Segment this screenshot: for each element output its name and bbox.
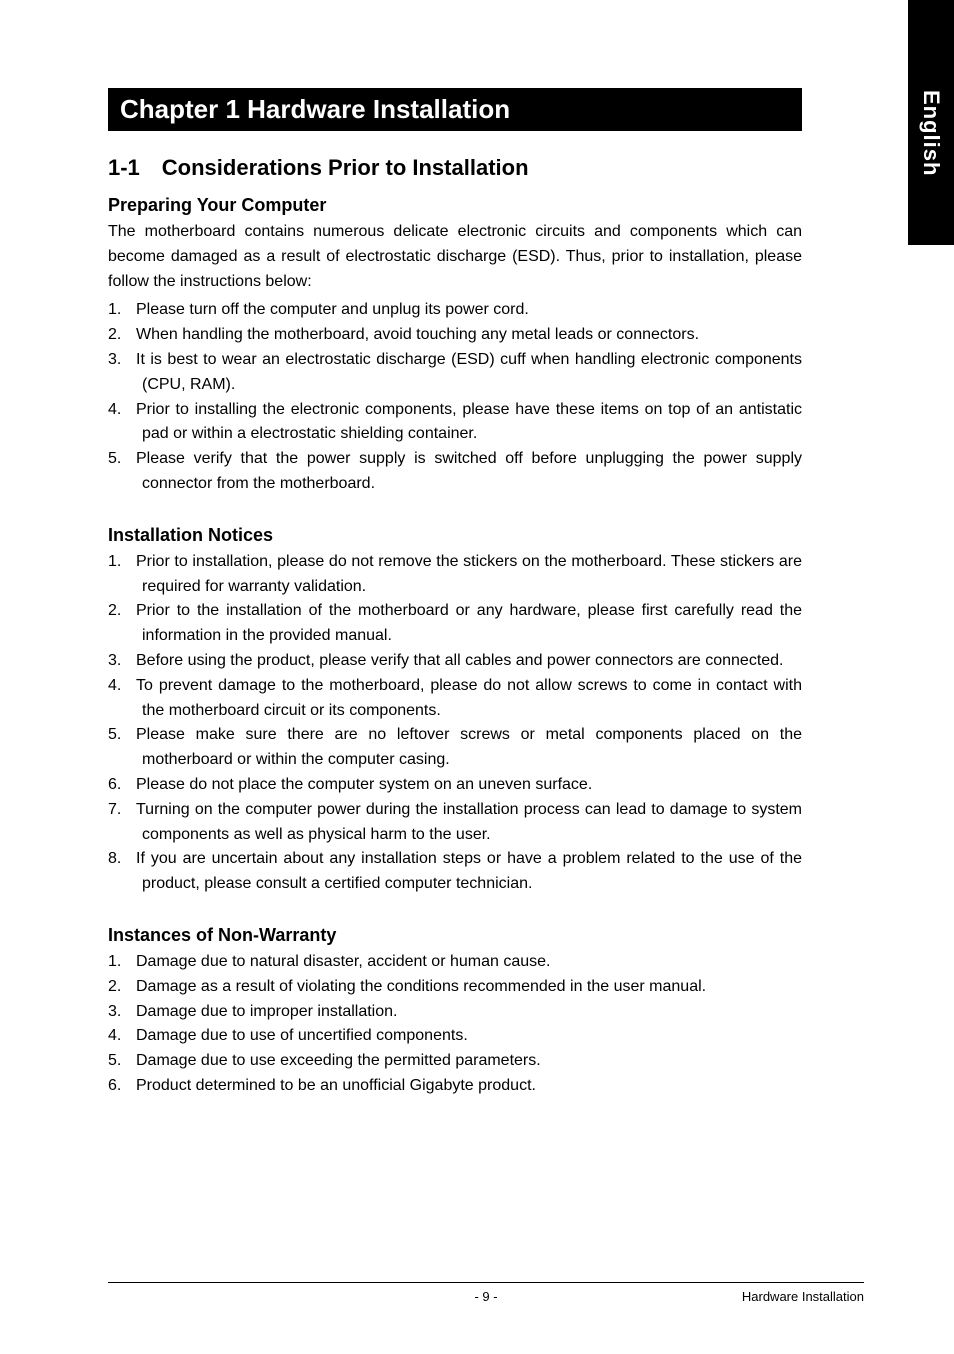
footer-section-name: Hardware Installation bbox=[742, 1289, 864, 1304]
list-item-number: 6. bbox=[108, 1074, 136, 1099]
list-item-number: 7. bbox=[108, 798, 136, 823]
list-item: 5.Please verify that the power supply is… bbox=[108, 447, 802, 497]
list-item: 8.If you are uncertain about any install… bbox=[108, 847, 802, 897]
list-item: 6.Please do not place the computer syste… bbox=[108, 773, 802, 798]
list-item: 1.Prior to installation, please do not r… bbox=[108, 550, 802, 600]
preparing-list: 1.Please turn off the computer and unplu… bbox=[108, 298, 802, 496]
list-item-text: Please turn off the computer and unplug … bbox=[136, 301, 529, 318]
list-item: 1.Damage due to natural disaster, accide… bbox=[108, 950, 802, 975]
list-item-number: 4. bbox=[108, 398, 136, 423]
list-item-text: Please verify that the power supply is s… bbox=[136, 450, 802, 492]
list-item-text: Damage due to use of uncertified compone… bbox=[136, 1027, 468, 1044]
list-item-text: Damage as a result of violating the cond… bbox=[136, 978, 706, 995]
list-item: 4.Damage due to use of uncertified compo… bbox=[108, 1024, 802, 1049]
list-item-number: 5. bbox=[108, 723, 136, 748]
list-item-number: 4. bbox=[108, 674, 136, 699]
language-side-tab: English bbox=[908, 0, 954, 245]
page-footer: - 9 - Hardware Installation bbox=[108, 1282, 864, 1304]
list-item-number: 2. bbox=[108, 599, 136, 624]
subsection-preparing-heading: Preparing Your Computer bbox=[108, 195, 802, 216]
list-item-text: To prevent damage to the motherboard, pl… bbox=[136, 677, 802, 719]
list-item-text: Before using the product, please verify … bbox=[136, 652, 784, 669]
list-item-number: 6. bbox=[108, 773, 136, 798]
list-item-text: When handling the motherboard, avoid tou… bbox=[136, 326, 699, 343]
list-item: 2.Damage as a result of violating the co… bbox=[108, 975, 802, 1000]
list-item-number: 3. bbox=[108, 348, 136, 373]
list-item-number: 8. bbox=[108, 847, 136, 872]
language-side-tab-label: English bbox=[918, 90, 944, 176]
list-item: 4.To prevent damage to the motherboard, … bbox=[108, 674, 802, 724]
list-item: 5.Damage due to use exceeding the permit… bbox=[108, 1049, 802, 1074]
list-item: 5.Please make sure there are no leftover… bbox=[108, 723, 802, 773]
subsection-preparing-para: The motherboard contains numerous delica… bbox=[108, 220, 802, 294]
list-item-text: Turning on the computer power during the… bbox=[136, 801, 802, 843]
list-item-text: If you are uncertain about any installat… bbox=[136, 850, 802, 892]
list-item: 6.Product determined to be an unofficial… bbox=[108, 1074, 802, 1099]
list-item: 1.Please turn off the computer and unplu… bbox=[108, 298, 802, 323]
list-item-text: Damage due to natural disaster, accident… bbox=[136, 953, 550, 970]
page-content: Chapter 1 Hardware Installation 1-1 Cons… bbox=[0, 0, 880, 1157]
list-item-number: 1. bbox=[108, 298, 136, 323]
list-item: 3.Before using the product, please verif… bbox=[108, 649, 802, 674]
list-item-number: 1. bbox=[108, 550, 136, 575]
list-item: 3.Damage due to improper installation. bbox=[108, 1000, 802, 1025]
list-item-text: Prior to the installation of the motherb… bbox=[136, 602, 802, 644]
list-item: 7.Turning on the computer power during t… bbox=[108, 798, 802, 848]
list-item-text: It is best to wear an electrostatic disc… bbox=[136, 351, 802, 393]
list-item-number: 2. bbox=[108, 975, 136, 1000]
list-item-text: Damage due to use exceeding the permitte… bbox=[136, 1052, 541, 1069]
list-item: 2.Prior to the installation of the mothe… bbox=[108, 599, 802, 649]
subsection-nonwarranty-heading: Instances of Non-Warranty bbox=[108, 925, 802, 946]
list-item-text: Please make sure there are no leftover s… bbox=[136, 726, 802, 768]
list-item: 3.It is best to wear an electrostatic di… bbox=[108, 348, 802, 398]
footer-page-number: - 9 - bbox=[474, 1289, 497, 1304]
list-item-text: Damage due to improper installation. bbox=[136, 1003, 397, 1020]
subsection-notices-heading: Installation Notices bbox=[108, 525, 802, 546]
list-item-number: 4. bbox=[108, 1024, 136, 1049]
list-item-number: 3. bbox=[108, 1000, 136, 1025]
list-item-text: Please do not place the computer system … bbox=[136, 776, 592, 793]
list-item-number: 5. bbox=[108, 447, 136, 472]
list-item-number: 1. bbox=[108, 950, 136, 975]
list-item-text: Prior to installation, please do not rem… bbox=[136, 553, 802, 595]
list-item-number: 3. bbox=[108, 649, 136, 674]
list-item: 4.Prior to installing the electronic com… bbox=[108, 398, 802, 448]
list-item-number: 2. bbox=[108, 323, 136, 348]
list-item-text: Product determined to be an unofficial G… bbox=[136, 1077, 536, 1094]
list-item-text: Prior to installing the electronic compo… bbox=[136, 401, 802, 443]
list-item-number: 5. bbox=[108, 1049, 136, 1074]
section-heading: 1-1 Considerations Prior to Installation bbox=[108, 155, 802, 181]
chapter-heading: Chapter 1 Hardware Installation bbox=[108, 88, 802, 131]
nonwarranty-list: 1.Damage due to natural disaster, accide… bbox=[108, 950, 802, 1099]
notices-list: 1.Prior to installation, please do not r… bbox=[108, 550, 802, 897]
list-item: 2.When handling the motherboard, avoid t… bbox=[108, 323, 802, 348]
